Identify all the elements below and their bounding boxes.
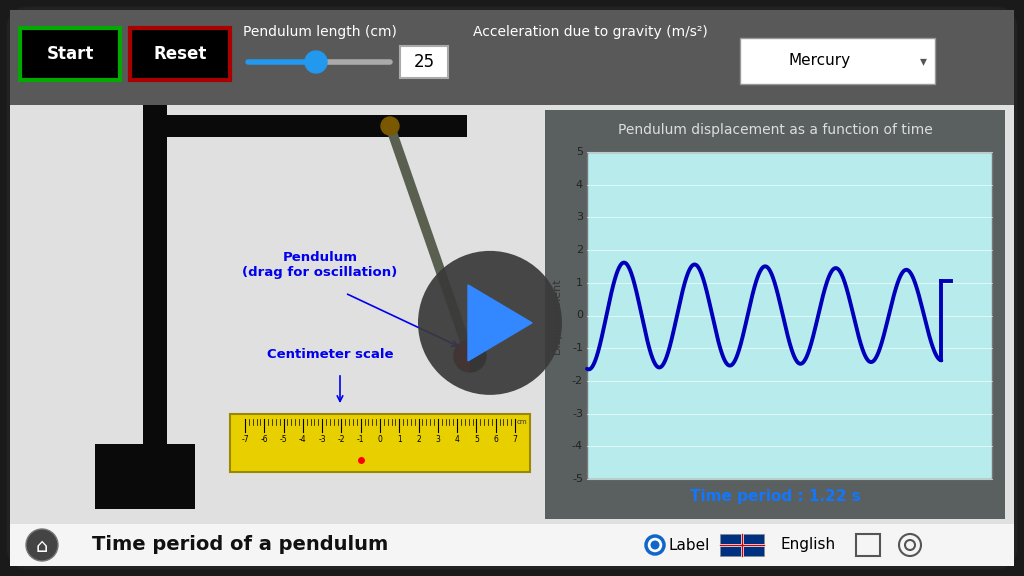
FancyBboxPatch shape bbox=[20, 28, 120, 80]
Text: 1: 1 bbox=[575, 278, 583, 288]
FancyBboxPatch shape bbox=[740, 38, 935, 84]
Text: -7: -7 bbox=[242, 435, 249, 445]
Text: Acceleration due to gravity (m/s²): Acceleration due to gravity (m/s²) bbox=[473, 25, 708, 39]
Text: Time period of a pendulum: Time period of a pendulum bbox=[92, 536, 388, 555]
Circle shape bbox=[26, 529, 58, 561]
Text: 25: 25 bbox=[414, 53, 434, 71]
Text: Pendulum
(drag for oscillation): Pendulum (drag for oscillation) bbox=[243, 251, 397, 279]
Bar bbox=[143, 115, 467, 137]
Text: 5: 5 bbox=[575, 147, 583, 157]
Text: -5: -5 bbox=[280, 435, 288, 445]
Text: -4: -4 bbox=[299, 435, 306, 445]
Circle shape bbox=[305, 51, 327, 73]
Text: 6: 6 bbox=[494, 435, 498, 445]
Text: Displacement: Displacement bbox=[552, 277, 562, 354]
Text: 4: 4 bbox=[575, 180, 583, 190]
Text: English: English bbox=[780, 537, 836, 552]
Text: 5: 5 bbox=[474, 435, 479, 445]
Text: -6: -6 bbox=[260, 435, 268, 445]
Bar bbox=[587, 152, 992, 479]
Text: Label: Label bbox=[669, 537, 711, 552]
Bar bbox=[10, 524, 1014, 566]
Text: Mercury: Mercury bbox=[788, 54, 851, 69]
Bar bbox=[143, 105, 167, 454]
Text: Centimeter scale: Centimeter scale bbox=[266, 348, 393, 362]
Text: ▾: ▾ bbox=[920, 54, 927, 68]
FancyBboxPatch shape bbox=[130, 28, 230, 80]
Circle shape bbox=[418, 251, 562, 395]
Text: -2: -2 bbox=[338, 435, 345, 445]
Text: 1: 1 bbox=[397, 435, 401, 445]
Text: -4: -4 bbox=[571, 441, 583, 452]
Text: -3: -3 bbox=[318, 435, 326, 445]
Bar bbox=[720, 534, 764, 556]
Text: Pendulum length (cm): Pendulum length (cm) bbox=[243, 25, 397, 39]
Text: -2: -2 bbox=[571, 376, 583, 386]
FancyBboxPatch shape bbox=[400, 46, 449, 78]
Text: -5: -5 bbox=[572, 474, 583, 484]
Bar bbox=[10, 105, 1014, 524]
Text: ⌂: ⌂ bbox=[36, 536, 48, 555]
Bar bbox=[230, 414, 530, 472]
Circle shape bbox=[646, 536, 664, 554]
Circle shape bbox=[454, 340, 486, 372]
FancyBboxPatch shape bbox=[10, 10, 1014, 566]
Bar bbox=[95, 444, 195, 509]
Bar bbox=[856, 534, 880, 556]
Wedge shape bbox=[454, 340, 470, 372]
Circle shape bbox=[650, 540, 659, 550]
Text: 0: 0 bbox=[378, 435, 382, 445]
Text: Reset: Reset bbox=[154, 45, 207, 63]
Text: Start: Start bbox=[46, 45, 93, 63]
Text: 2: 2 bbox=[575, 245, 583, 255]
Bar bbox=[10, 10, 1014, 105]
Text: 4: 4 bbox=[455, 435, 460, 445]
Text: 3: 3 bbox=[435, 435, 440, 445]
Text: Time period : 1.22 s: Time period : 1.22 s bbox=[689, 490, 860, 505]
Text: 2: 2 bbox=[416, 435, 421, 445]
Text: -1: -1 bbox=[357, 435, 365, 445]
Text: 7: 7 bbox=[513, 435, 517, 445]
Text: 0: 0 bbox=[575, 310, 583, 320]
Text: -1: -1 bbox=[572, 343, 583, 353]
Text: cm: cm bbox=[516, 419, 527, 425]
Text: 3: 3 bbox=[575, 213, 583, 222]
Bar bbox=[545, 110, 1005, 519]
Polygon shape bbox=[468, 285, 532, 361]
Text: -3: -3 bbox=[572, 408, 583, 419]
Text: Pendulum displacement as a function of time: Pendulum displacement as a function of t… bbox=[617, 123, 933, 137]
Circle shape bbox=[381, 117, 399, 135]
